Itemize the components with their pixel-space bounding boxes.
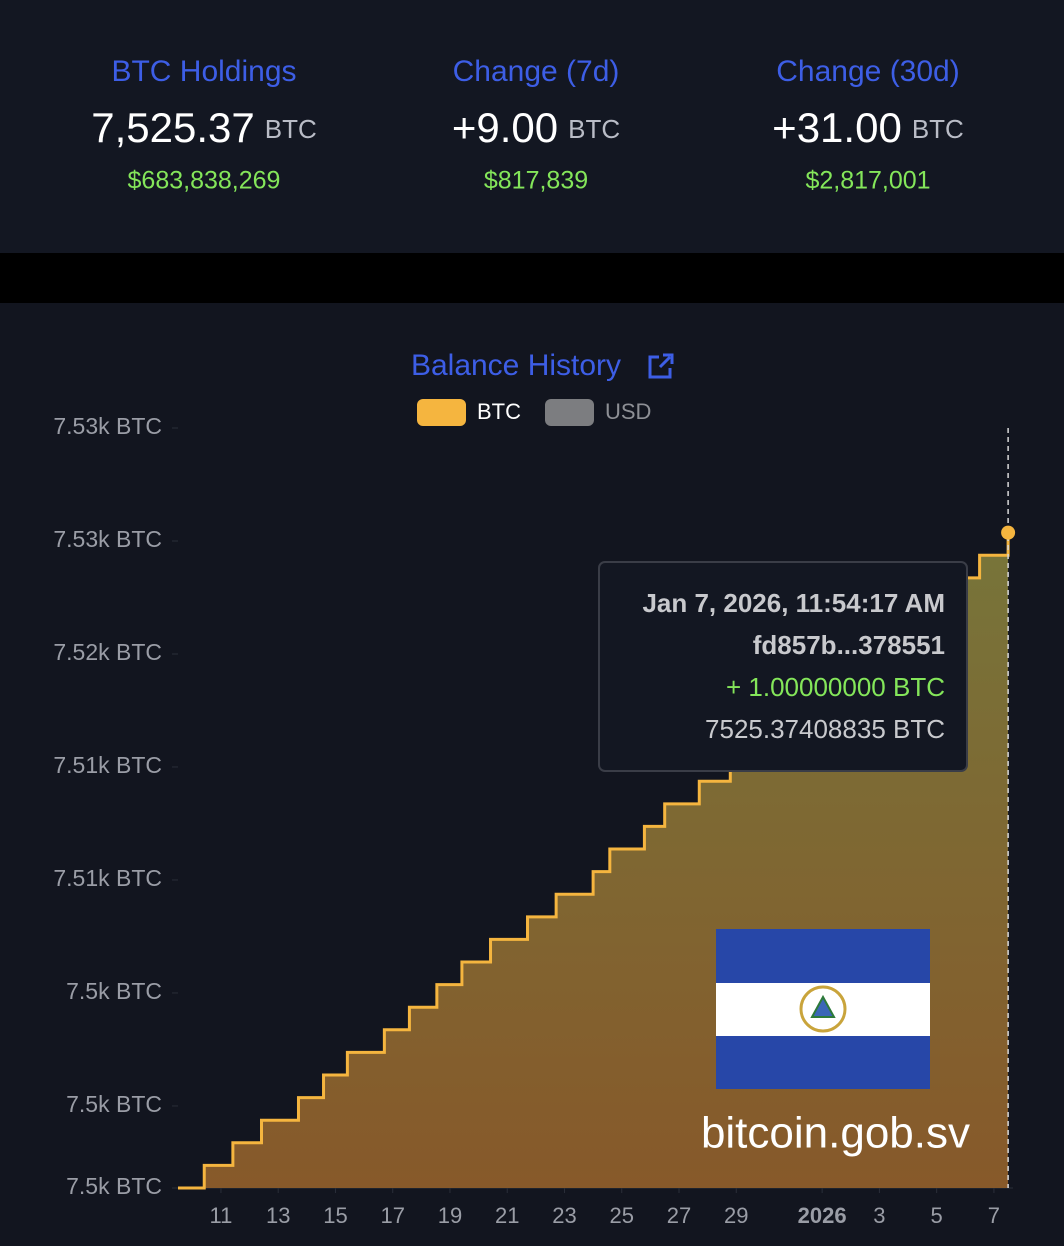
chart-title: Balance History [411,349,621,382]
legend-label: BTC [477,399,521,424]
tooltip: Jan 7, 2026, 11:54:17 AM fd857b...378551… [598,561,968,772]
tooltip-balance: 7525.37408835 BTC [705,714,945,744]
external-link-icon[interactable] [648,353,674,379]
value: +31.00 [772,104,902,151]
tooltip-tx: fd857b...378551 [753,630,945,660]
x-tick-label: 13 [266,1203,290,1228]
stat-holdings: BTC Holdings 7,525.37 BTC $683,838,269 [91,55,317,195]
unit: BTC [912,114,964,144]
x-tick-label: 23 [552,1203,576,1228]
x-tick-label: 3 [873,1203,885,1228]
y-tick-label: 7.5k BTC [66,1173,162,1199]
x-tick-label: 17 [380,1203,404,1228]
stat-value: +31.00 BTC [772,104,964,151]
x-tick-label: 2026 [798,1203,847,1228]
flag [716,929,930,1089]
y-tick-label: 7.5k BTC [66,978,162,1004]
tooltip-change: + 1.00000000 BTC [726,672,945,702]
y-tick-label: 7.53k BTC [53,526,162,552]
stat-label: Change (7d) [453,55,620,88]
legend-label: USD [605,399,651,424]
x-tick-label: 21 [495,1203,519,1228]
legend-swatch [545,399,594,426]
x-tick-label: 5 [931,1203,943,1228]
x-tick-label: 15 [323,1203,347,1228]
unit: BTC [265,114,317,144]
stat-30d: Change (30d) +31.00 BTC $2,817,001 [772,55,964,195]
stat-value: 7,525.37 BTC [91,104,317,151]
stat-usd: $817,839 [484,167,588,195]
stats-panel [0,0,1064,253]
point [1001,525,1016,540]
stat-7d: Change (7d) +9.00 BTC $817,839 [452,55,620,195]
value: 7,525.37 [91,104,255,151]
stat-label: Change (30d) [776,55,959,88]
stat-usd: $683,838,269 [128,167,281,195]
x-tick-label: 19 [438,1203,462,1228]
divider [0,253,1064,303]
stat-label: BTC Holdings [111,55,296,88]
value: +9.00 [452,104,558,151]
unit: BTC [568,114,620,144]
x-tick-label: 29 [724,1203,748,1228]
stat-value: +9.00 BTC [452,104,620,151]
y-tick-label: 7.51k BTC [53,865,162,891]
y-tick-label: 7.52k BTC [53,639,162,665]
legend-swatch [417,399,466,426]
watermark: bitcoin.gob.sv [701,1109,970,1158]
tooltip-time: Jan 7, 2026, 11:54:17 AM [642,588,945,618]
y-tick-label: 7.5k BTC [66,1091,162,1117]
x-tick-label: 25 [610,1203,634,1228]
x-tick-label: 7 [988,1203,1000,1228]
x-tick-label: 27 [667,1203,691,1228]
x-tick-label: 11 [210,1203,233,1228]
y-tick-label: 7.51k BTC [53,752,162,778]
stat-usd: $2,817,001 [805,167,930,195]
y-tick-label: 7.53k BTC [53,413,162,439]
